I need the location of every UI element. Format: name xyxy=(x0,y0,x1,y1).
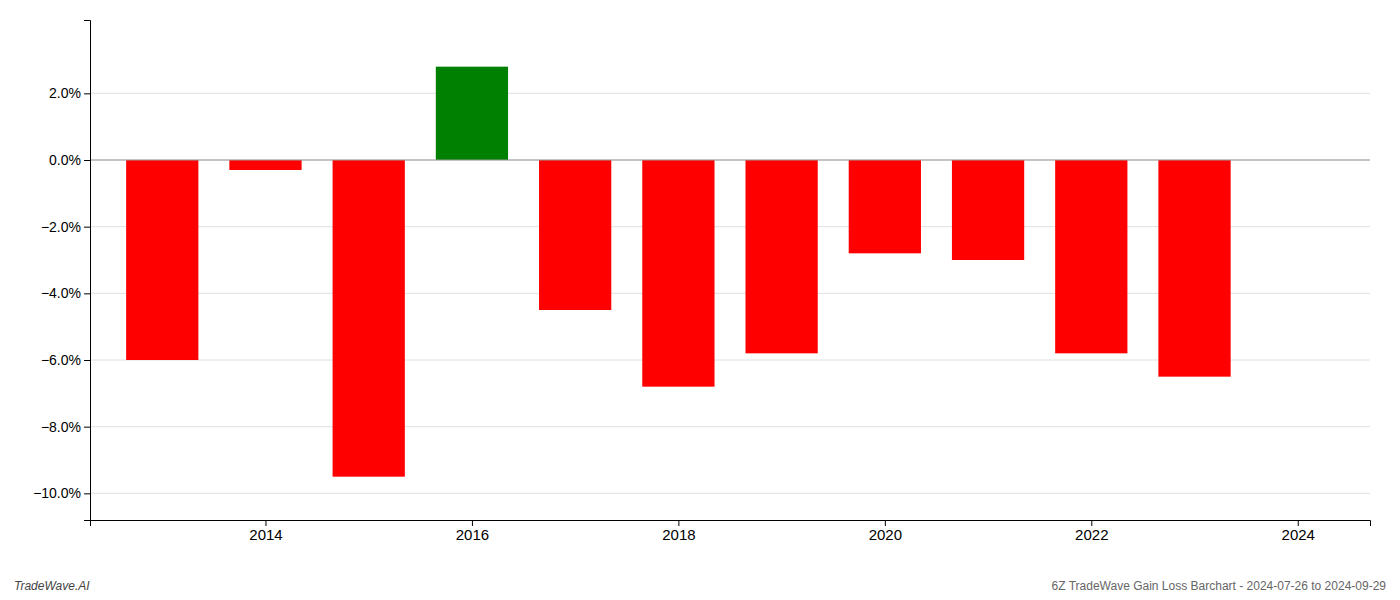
bar xyxy=(642,160,714,387)
zero-line xyxy=(90,160,1370,161)
x-tick-label: 2016 xyxy=(456,526,489,543)
x-tick: 2016 xyxy=(456,520,489,543)
y-tick-label: −10.0% xyxy=(33,485,81,501)
x-axis: 2014 2016 2018 2020 2022 2024 xyxy=(91,520,1371,543)
y-tick-label: −4.0% xyxy=(41,285,81,301)
y-tick-mark xyxy=(84,360,90,361)
plot: −10.0%−8.0%−6.0%−4.0%−2.0%0.0%2.0%201420… xyxy=(33,21,1370,543)
y-tick: −10.0% xyxy=(33,485,90,501)
footer-right: 6Z TradeWave Gain Loss Barchart - 2024-0… xyxy=(1052,579,1387,593)
y-tick-label: −2.0% xyxy=(41,219,81,235)
y-tick: −2.0% xyxy=(41,219,90,235)
y-tick: −4.0% xyxy=(41,285,90,301)
y-tick-label: 2.0% xyxy=(49,85,81,101)
y-tick-mark xyxy=(84,427,90,428)
x-tick-label: 2014 xyxy=(249,526,282,543)
y-tick: 2.0% xyxy=(49,85,90,101)
x-tick-label: 2020 xyxy=(869,526,902,543)
y-tick-label: −8.0% xyxy=(41,419,81,435)
x-tick: 2018 xyxy=(662,520,695,543)
grid-line xyxy=(90,493,1370,494)
chart: −10.0%−8.0%−6.0%−4.0%−2.0%0.0%2.0%201420… xyxy=(0,0,1400,600)
bar xyxy=(539,160,611,310)
x-tick-label: 2024 xyxy=(1282,526,1315,543)
bar xyxy=(436,67,508,160)
x-tick-label: 2018 xyxy=(662,526,695,543)
x-tick: 2024 xyxy=(1282,520,1315,543)
bar xyxy=(126,160,198,360)
y-tick-mark xyxy=(84,160,90,161)
y-tick-mark xyxy=(84,493,90,494)
bar xyxy=(229,160,301,170)
grid-line xyxy=(90,160,1370,161)
y-tick: −8.0% xyxy=(41,419,90,435)
bar xyxy=(745,160,817,353)
grid-line xyxy=(90,426,1370,427)
bar xyxy=(1055,160,1127,353)
y-tick: −6.0% xyxy=(41,352,90,368)
bars xyxy=(126,67,1231,477)
y-axis: −10.0% −8.0% −6.0% −4.0% −2.0% 0.0% 2.0% xyxy=(33,21,90,521)
grid xyxy=(90,93,1370,493)
bar xyxy=(333,160,405,477)
x-tick: 2014 xyxy=(249,520,282,543)
y-tick: 0.0% xyxy=(49,152,90,168)
y-tick-mark xyxy=(84,227,90,228)
x-tick: 2022 xyxy=(1075,520,1108,543)
bar xyxy=(849,160,921,253)
y-tick-label: 0.0% xyxy=(49,152,81,168)
x-tick-label: 2022 xyxy=(1075,526,1108,543)
y-tick-mark xyxy=(84,293,90,294)
grid-line xyxy=(90,93,1370,94)
y-tick-label: −6.0% xyxy=(41,352,81,368)
bar xyxy=(1158,160,1230,377)
bar xyxy=(952,160,1024,260)
x-tick: 2020 xyxy=(869,520,902,543)
footer-left: TradeWave.AI xyxy=(14,579,90,593)
y-axis-line xyxy=(84,21,91,521)
y-tick-mark xyxy=(84,93,90,94)
